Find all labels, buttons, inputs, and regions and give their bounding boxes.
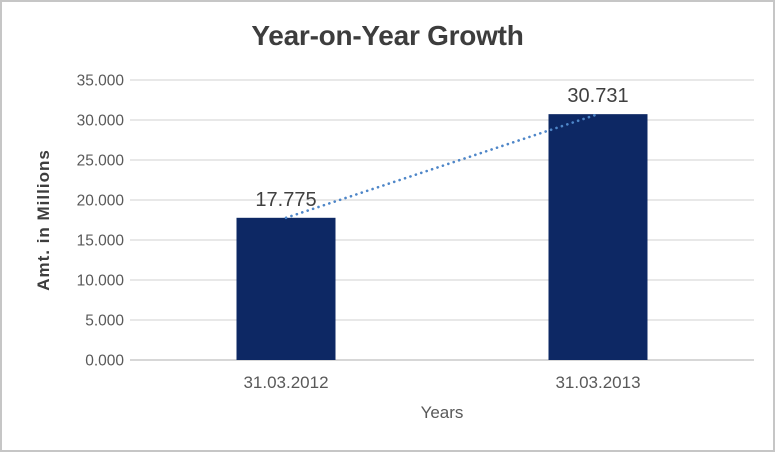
x-category-label: 31.03.2013 (555, 373, 640, 392)
y-tick-label: 20.000 (77, 193, 125, 210)
y-tick-label: 5.000 (85, 313, 124, 330)
x-category-label: 31.03.2012 (243, 373, 328, 392)
y-tick-label: 35.000 (77, 73, 125, 90)
y-tick-label: 30.000 (77, 113, 125, 130)
x-axis-title: Years (420, 403, 464, 422)
trendline (284, 112, 600, 220)
bar-31.03.2012 (236, 217, 336, 360)
bar-31.03.2013 (548, 114, 648, 360)
chart-title: Year-on-Year Growth (251, 20, 524, 51)
y-tick-label: 10.000 (77, 273, 125, 290)
y-tick-label: 15.000 (77, 233, 125, 250)
y-tick-label: 0.000 (85, 353, 124, 370)
data-label: 30.731 (567, 85, 628, 107)
data-label: 17.775 (255, 189, 316, 211)
y-tick-label: 25.000 (77, 153, 125, 170)
